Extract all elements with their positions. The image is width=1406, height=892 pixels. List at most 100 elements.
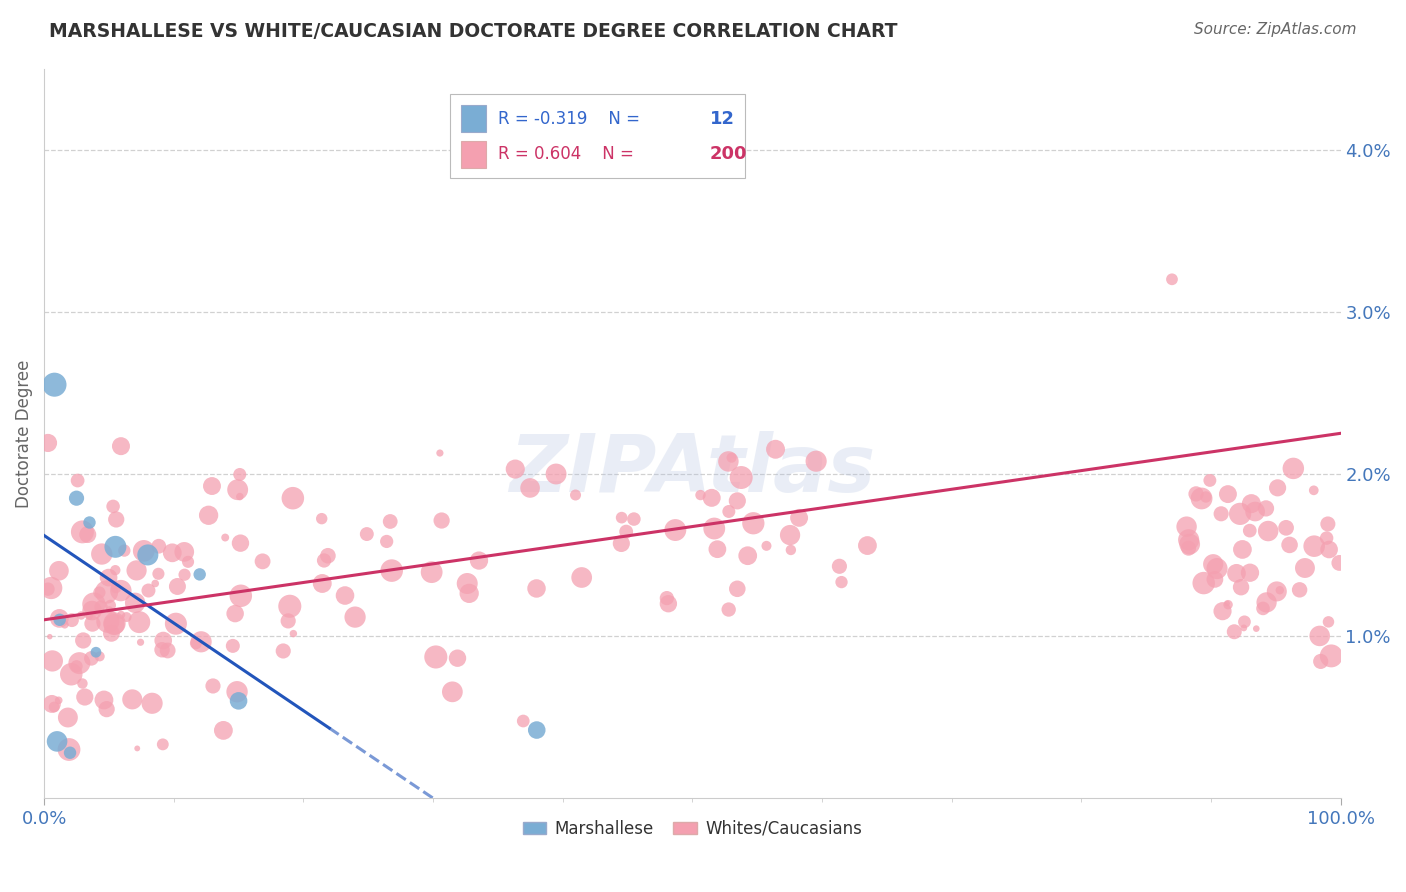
Point bbox=[48, 693, 70, 707]
Point bbox=[717, 454, 740, 468]
Point bbox=[72, 676, 94, 690]
Point bbox=[1177, 533, 1199, 547]
Point bbox=[1317, 542, 1340, 557]
Point bbox=[610, 510, 633, 524]
Point bbox=[1175, 519, 1198, 533]
Point bbox=[67, 656, 90, 670]
Point bbox=[229, 536, 252, 550]
Point bbox=[222, 639, 245, 653]
Point bbox=[831, 575, 853, 590]
Point bbox=[125, 563, 148, 577]
Point bbox=[375, 534, 398, 549]
Point bbox=[614, 524, 637, 539]
Point bbox=[503, 462, 526, 476]
Point bbox=[44, 700, 66, 714]
Point bbox=[1282, 461, 1305, 475]
Point bbox=[138, 583, 160, 598]
Point bbox=[80, 651, 103, 665]
Point bbox=[56, 710, 79, 724]
Point bbox=[201, 679, 224, 693]
Point bbox=[1206, 561, 1229, 575]
Point bbox=[201, 479, 224, 493]
Point bbox=[441, 685, 464, 699]
Point bbox=[121, 692, 143, 706]
Point bbox=[129, 635, 152, 649]
Point bbox=[103, 617, 125, 632]
Point bbox=[430, 514, 453, 528]
Point bbox=[162, 546, 184, 560]
Point bbox=[1275, 521, 1298, 535]
Point bbox=[717, 602, 740, 616]
Point bbox=[82, 616, 104, 631]
Point bbox=[58, 742, 80, 756]
Text: MARSHALLESE VS WHITE/CAUCASIAN DOCTORATE DEGREE CORRELATION CHART: MARSHALLESE VS WHITE/CAUCASIAN DOCTORATE… bbox=[49, 22, 897, 41]
Y-axis label: Doctorate Degree: Doctorate Degree bbox=[15, 359, 32, 508]
Point bbox=[37, 582, 59, 596]
Point bbox=[1191, 491, 1213, 506]
Point bbox=[429, 446, 451, 460]
Point bbox=[730, 470, 752, 484]
Point bbox=[1294, 561, 1316, 575]
Text: R = -0.319    N =: R = -0.319 N = bbox=[498, 110, 650, 128]
Point bbox=[73, 690, 96, 704]
Point bbox=[1320, 648, 1343, 663]
Point bbox=[229, 490, 252, 504]
Point bbox=[79, 516, 101, 530]
Legend: Marshallese, Whites/Caucasians: Marshallese, Whites/Caucasians bbox=[516, 814, 869, 845]
Point bbox=[1317, 615, 1340, 629]
Point bbox=[706, 542, 728, 557]
Point bbox=[717, 504, 740, 518]
Text: 200: 200 bbox=[710, 145, 748, 163]
Point bbox=[856, 539, 879, 553]
Point bbox=[48, 611, 70, 625]
Point bbox=[72, 633, 94, 648]
Point bbox=[1229, 507, 1251, 521]
Point bbox=[77, 609, 100, 624]
Point bbox=[104, 540, 127, 554]
Point bbox=[184, 636, 207, 650]
Point bbox=[571, 570, 593, 584]
Point bbox=[41, 697, 63, 711]
Point bbox=[72, 524, 94, 539]
Point bbox=[1239, 524, 1261, 538]
Point bbox=[1216, 487, 1239, 501]
Point bbox=[380, 515, 402, 529]
Point bbox=[655, 591, 678, 606]
Point bbox=[1225, 566, 1247, 581]
Text: ZIPAtlas: ZIPAtlas bbox=[509, 431, 876, 508]
Point bbox=[311, 576, 333, 591]
Point bbox=[1303, 539, 1326, 553]
Point bbox=[252, 554, 274, 568]
Point bbox=[212, 723, 235, 738]
Point bbox=[1233, 621, 1256, 635]
Point bbox=[1161, 272, 1184, 286]
Point bbox=[1268, 583, 1291, 598]
Point bbox=[89, 649, 111, 664]
Point bbox=[89, 585, 111, 599]
Point bbox=[1216, 597, 1239, 611]
Point bbox=[1302, 483, 1324, 498]
Point bbox=[1185, 487, 1208, 501]
Point bbox=[546, 467, 568, 481]
Point bbox=[96, 585, 118, 599]
Point bbox=[1240, 497, 1263, 511]
Point bbox=[519, 481, 541, 495]
Point bbox=[725, 582, 748, 596]
Point bbox=[1256, 595, 1278, 609]
Point bbox=[1316, 531, 1339, 545]
Point bbox=[60, 667, 83, 681]
Point bbox=[283, 626, 305, 640]
Point bbox=[1212, 604, 1234, 618]
Point bbox=[60, 613, 83, 627]
Point bbox=[1232, 542, 1254, 557]
Point bbox=[124, 596, 146, 610]
Point bbox=[526, 582, 548, 596]
Point bbox=[420, 565, 443, 579]
Point bbox=[188, 567, 211, 582]
Point bbox=[1329, 556, 1351, 570]
Point bbox=[38, 630, 60, 644]
Point bbox=[48, 613, 70, 627]
Point bbox=[177, 555, 200, 569]
Point bbox=[165, 616, 187, 631]
Point bbox=[742, 516, 765, 531]
